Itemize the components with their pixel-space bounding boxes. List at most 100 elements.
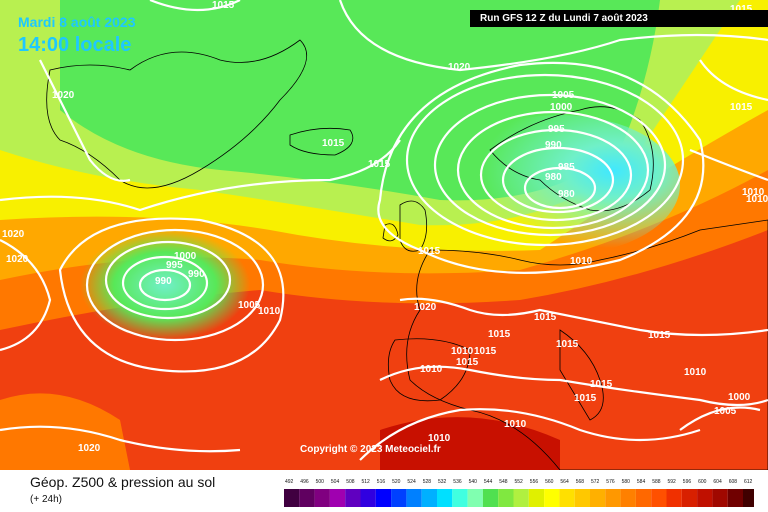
isobar-label: 990: [155, 276, 172, 287]
scale-tick-label: 604: [713, 479, 722, 485]
scale-tick-label: 492: [285, 479, 294, 485]
scale-tick-label: 580: [622, 479, 631, 485]
scale-swatch: [284, 489, 300, 507]
isobar-label: 1010: [428, 433, 451, 444]
scale-tick-label: 496: [300, 479, 309, 485]
isobar-label: 1005: [238, 300, 261, 311]
scale-tick-label: 528: [423, 479, 432, 485]
isobar-990-w: [138, 268, 192, 302]
field-title: Géop. Z500 & pression au sol: [30, 474, 216, 490]
scale-swatch: [360, 489, 376, 507]
isobar-label: 990: [545, 140, 562, 151]
map-date-title: Mardi 8 août 2023: [18, 14, 136, 30]
scale-tick-label: 532: [438, 479, 447, 485]
scale-swatch: [314, 489, 330, 507]
isobar-label: 1010: [451, 346, 474, 357]
scale-swatch: [605, 489, 621, 507]
isobar-1015-b: [399, 297, 768, 337]
scale-swatch: [437, 489, 453, 507]
isobar-985: [501, 146, 615, 214]
isobar-label: 1015: [730, 102, 753, 113]
coastlines: [46, 39, 768, 470]
scale-swatch: [544, 489, 560, 507]
isobar-label: 1015: [212, 0, 235, 11]
scale-swatch: [482, 489, 499, 507]
isobar-label: 1005: [552, 90, 575, 101]
low-pressure-atlantic: [80, 230, 250, 340]
isobar-label: 985: [558, 162, 575, 173]
lead-time: (+ 24h): [30, 494, 62, 505]
map-time-title: 14:00 locale: [18, 34, 132, 56]
isobar-label: 1015: [418, 246, 441, 257]
isobar-label: 1015: [322, 138, 345, 149]
isobar-label: 995: [166, 260, 183, 271]
isobar-label: 1015: [488, 329, 511, 340]
isobar-label: 1010: [420, 364, 443, 375]
scale-swatch: [651, 489, 667, 507]
isobar-label: 995: [548, 124, 565, 135]
scale-tick-label: 572: [591, 479, 600, 485]
scale-swatch: [574, 489, 590, 507]
isobar-label: 1010: [258, 306, 281, 317]
isobar-1005: [405, 73, 685, 247]
isobar-label: 1000: [174, 251, 197, 262]
scale-tick-label: 596: [683, 479, 692, 485]
isobar-label: 1020: [52, 90, 75, 101]
scale-swatch: [421, 489, 437, 507]
isobar-label: 980: [545, 172, 562, 183]
isobar-label: 1000: [728, 392, 751, 403]
scale-tick-label: 588: [652, 479, 661, 485]
scale-swatch: [590, 489, 606, 507]
isobar-label: 1015: [648, 330, 671, 341]
isobar-label: 1020: [414, 302, 437, 313]
scale-swatch: [513, 489, 529, 507]
scale-swatch: [559, 489, 575, 507]
scale-swatch: [528, 489, 545, 507]
scale-swatch: [329, 489, 346, 507]
scale-swatch: [712, 489, 728, 507]
weather-map: 1015 1015 1020 1020 1005 1000 995 990 98…: [0, 0, 768, 470]
scale-tick-label: 552: [515, 479, 524, 485]
isobar-label: 990: [188, 269, 205, 280]
scale-tick-label: 520: [392, 479, 401, 485]
isobar-1000-w: [104, 240, 232, 320]
scale-swatch: [697, 489, 713, 507]
isobar-980: [523, 166, 597, 210]
isobar-1020-a: [338, 0, 768, 72]
isobar-1020-d: [0, 425, 241, 453]
scale-tick-label: 600: [698, 479, 707, 485]
scale-tick-label: 592: [668, 479, 677, 485]
isobar-1010-e: [689, 148, 768, 182]
isobar-label: 1020: [2, 229, 25, 240]
scale-swatch: [345, 489, 361, 507]
scale-tick-label: 516: [377, 479, 386, 485]
scale-tick-label: 608: [729, 479, 738, 485]
scale-swatch: [743, 489, 754, 507]
scale-swatch: [666, 489, 682, 507]
scale-swatch: [391, 489, 407, 507]
scale-swatch: [681, 489, 698, 507]
isobar-label: 1015: [574, 393, 597, 404]
isobar-label: 1010: [570, 256, 593, 267]
isobar-label: 1015: [368, 159, 391, 170]
isobar-label: 1015: [590, 379, 613, 390]
isobar-1015-c: [379, 365, 768, 407]
isobar-label: 1015: [534, 312, 557, 323]
isobar-1010-w: [58, 217, 285, 373]
isobar-1020-b: [39, 59, 131, 182]
isobar-995-w: [121, 255, 209, 311]
isobar-label: 1020: [78, 443, 101, 454]
isobar-1010: [377, 61, 705, 274]
scale-swatch: [452, 489, 468, 507]
isobar-1015-a: [0, 139, 401, 212]
isobar-label: 1015: [456, 357, 479, 368]
scale-tick-label: 536: [453, 479, 462, 485]
copyright-notice: Copyright © 2023 Meteociel.fr: [300, 444, 441, 455]
scale-tick-label: 500: [316, 479, 325, 485]
isobar-990: [479, 128, 633, 222]
scale-tick-label: 504: [331, 479, 340, 485]
isobar-1015-e: [699, 59, 768, 102]
scale-swatch: [727, 489, 743, 507]
run-info-banner: Run GFS 12 Z du Lundi 7 août 2023: [470, 10, 768, 27]
isobar-1000: [433, 93, 667, 237]
